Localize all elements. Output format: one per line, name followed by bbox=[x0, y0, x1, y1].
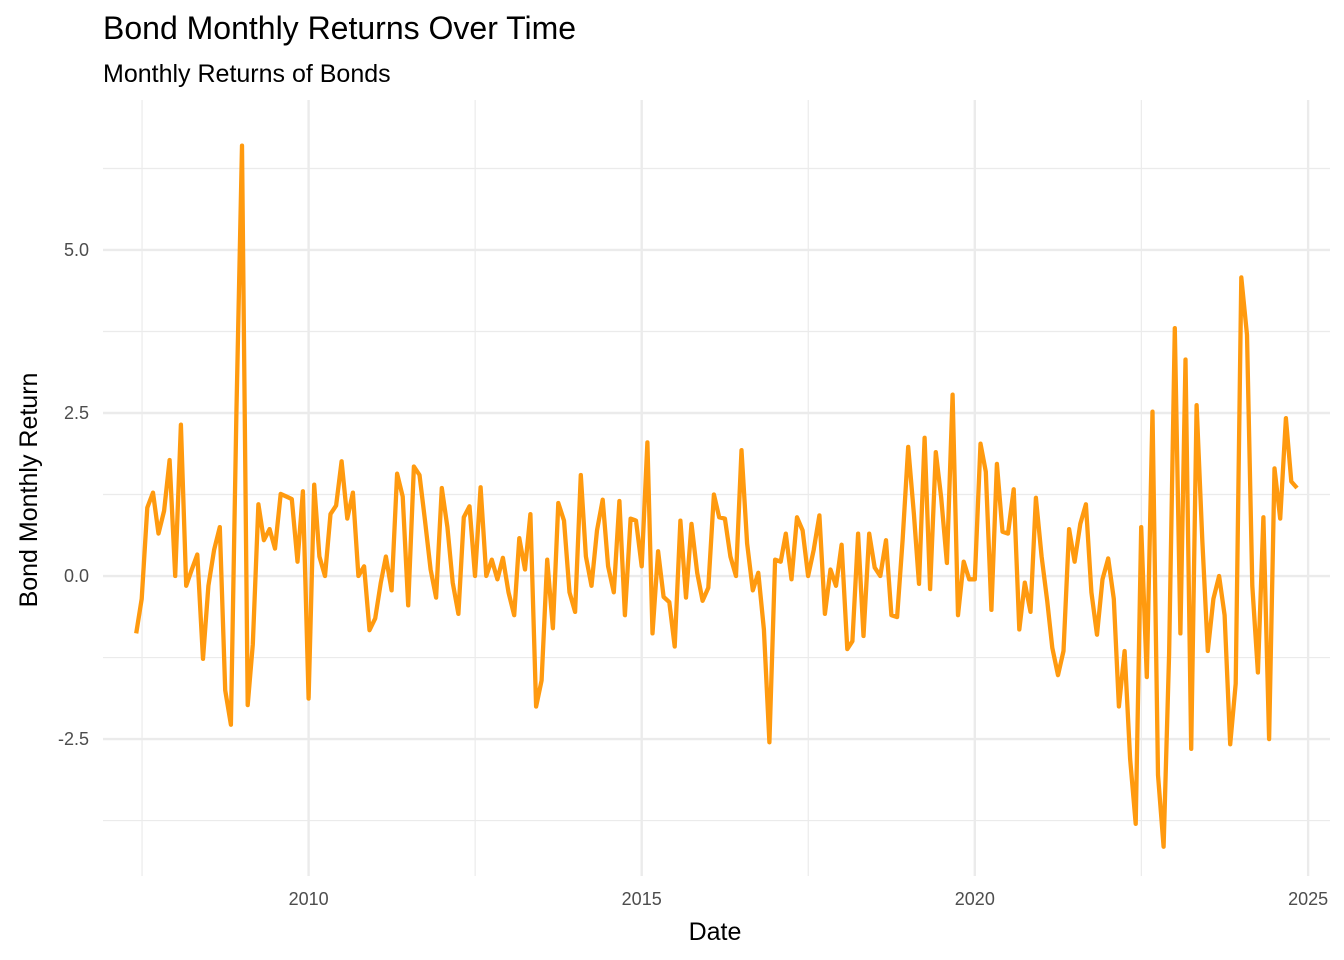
y-tick-label: -2.5 bbox=[58, 729, 89, 749]
chart-subtitle: Monthly Returns of Bonds bbox=[103, 60, 391, 88]
x-axis-title: Date bbox=[689, 918, 742, 946]
x-tick-label: 2020 bbox=[955, 889, 995, 909]
x-tick-labels: 2010 2015 2020 2025 bbox=[289, 889, 1329, 909]
grid-major bbox=[103, 100, 1330, 876]
y-axis-title: Bond Monthly Return bbox=[15, 373, 43, 608]
chart-title: Bond Monthly Returns Over Time bbox=[103, 10, 577, 46]
x-tick-label: 2010 bbox=[289, 889, 329, 909]
grid-minor bbox=[103, 100, 1330, 876]
series-line bbox=[134, 143, 1299, 849]
x-tick-label: 2025 bbox=[1288, 889, 1328, 909]
y-tick-label: 5.0 bbox=[64, 240, 89, 260]
y-tick-label: 0.0 bbox=[64, 566, 89, 586]
x-tick-label: 2015 bbox=[622, 889, 662, 909]
series-layer bbox=[134, 143, 1299, 849]
y-tick-labels: -2.5 0.0 2.5 5.0 bbox=[58, 240, 89, 749]
y-tick-label: 2.5 bbox=[64, 403, 89, 423]
